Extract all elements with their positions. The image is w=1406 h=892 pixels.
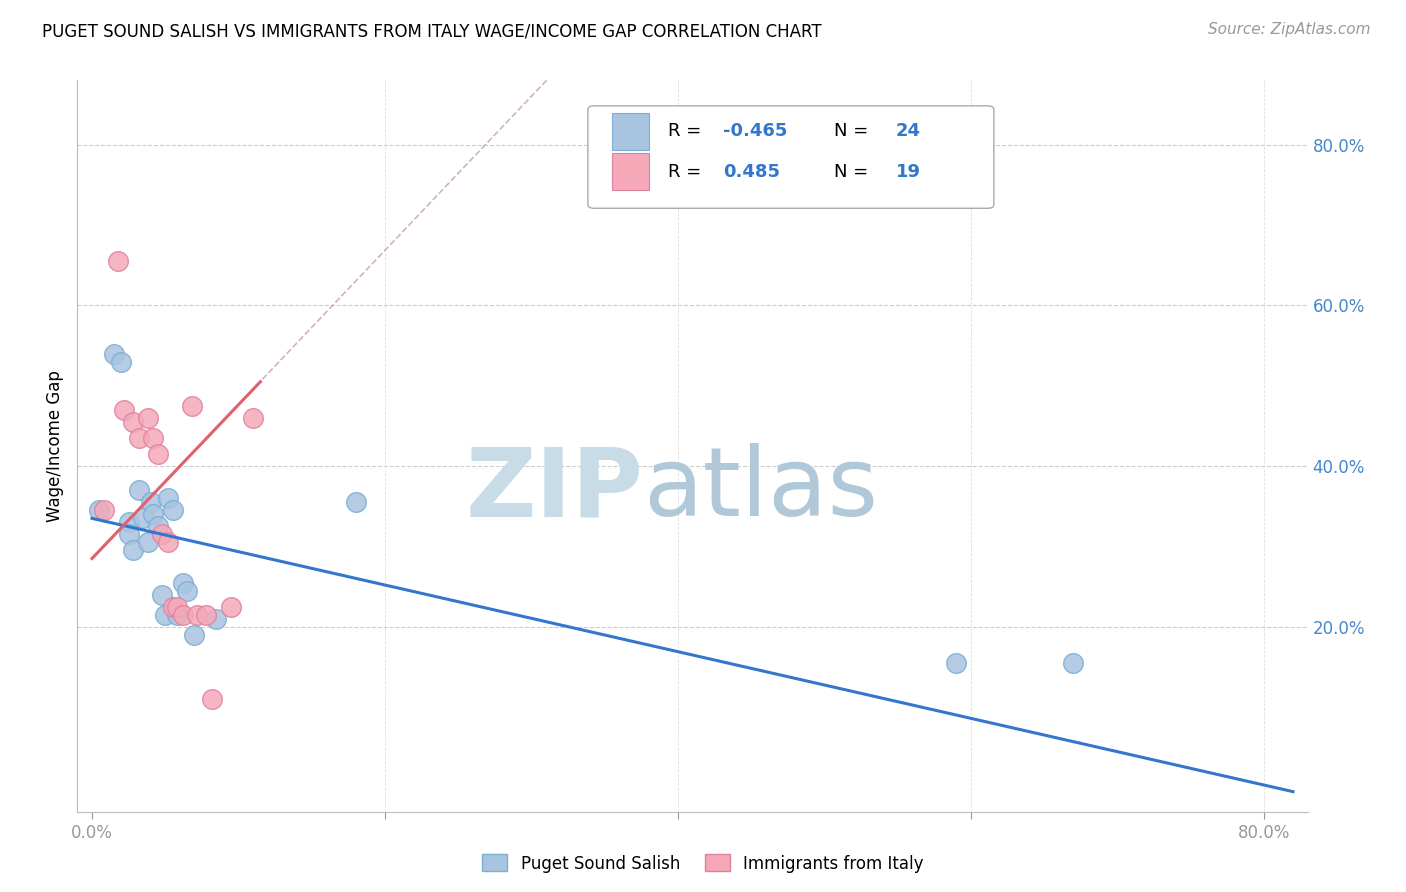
Point xyxy=(146,447,169,461)
Point xyxy=(1062,656,1084,670)
Point xyxy=(136,410,159,425)
Point xyxy=(176,583,198,598)
Text: 24: 24 xyxy=(896,122,921,140)
Point xyxy=(146,519,169,533)
Point xyxy=(155,607,177,622)
Text: N =: N = xyxy=(834,122,875,140)
Point xyxy=(142,508,165,522)
Text: N =: N = xyxy=(834,162,875,181)
Point xyxy=(132,511,155,525)
Bar xyxy=(613,113,650,150)
Text: atlas: atlas xyxy=(644,443,879,536)
Text: R =: R = xyxy=(668,122,707,140)
Point xyxy=(157,491,180,506)
Bar xyxy=(613,153,650,190)
Text: Source: ZipAtlas.com: Source: ZipAtlas.com xyxy=(1208,22,1371,37)
Text: 0.485: 0.485 xyxy=(723,162,780,181)
Point xyxy=(117,527,139,541)
Point xyxy=(172,575,194,590)
Point xyxy=(242,410,264,425)
Point xyxy=(128,431,150,445)
Point xyxy=(219,599,242,614)
Point xyxy=(122,415,145,429)
Point xyxy=(344,495,367,509)
Y-axis label: Wage/Income Gap: Wage/Income Gap xyxy=(46,370,65,522)
Legend: Puget Sound Salish, Immigrants from Italy: Puget Sound Salish, Immigrants from Ital… xyxy=(475,847,931,880)
Point xyxy=(122,543,145,558)
Point xyxy=(89,503,111,517)
Point xyxy=(186,607,208,622)
Point xyxy=(162,599,184,614)
Point xyxy=(142,431,165,445)
Point xyxy=(157,535,180,549)
Point xyxy=(166,599,188,614)
Point xyxy=(180,399,202,413)
Point xyxy=(150,527,173,541)
FancyBboxPatch shape xyxy=(588,106,994,209)
Point xyxy=(110,354,132,368)
Point xyxy=(162,503,184,517)
Text: PUGET SOUND SALISH VS IMMIGRANTS FROM ITALY WAGE/INCOME GAP CORRELATION CHART: PUGET SOUND SALISH VS IMMIGRANTS FROM IT… xyxy=(42,22,821,40)
Point xyxy=(93,503,115,517)
Point xyxy=(128,483,150,498)
Point xyxy=(945,656,967,670)
Point xyxy=(172,607,194,622)
Point xyxy=(117,516,139,530)
Point xyxy=(201,692,224,706)
Point xyxy=(107,254,129,268)
Text: 19: 19 xyxy=(896,162,921,181)
Text: ZIP: ZIP xyxy=(465,443,644,536)
Point xyxy=(205,612,228,626)
Point xyxy=(139,495,162,509)
Point xyxy=(195,607,218,622)
Point xyxy=(150,588,173,602)
Point xyxy=(166,607,188,622)
Point xyxy=(103,346,125,360)
Point xyxy=(112,402,135,417)
Text: -0.465: -0.465 xyxy=(723,122,787,140)
Text: R =: R = xyxy=(668,162,713,181)
Point xyxy=(136,535,159,549)
Point xyxy=(183,628,205,642)
